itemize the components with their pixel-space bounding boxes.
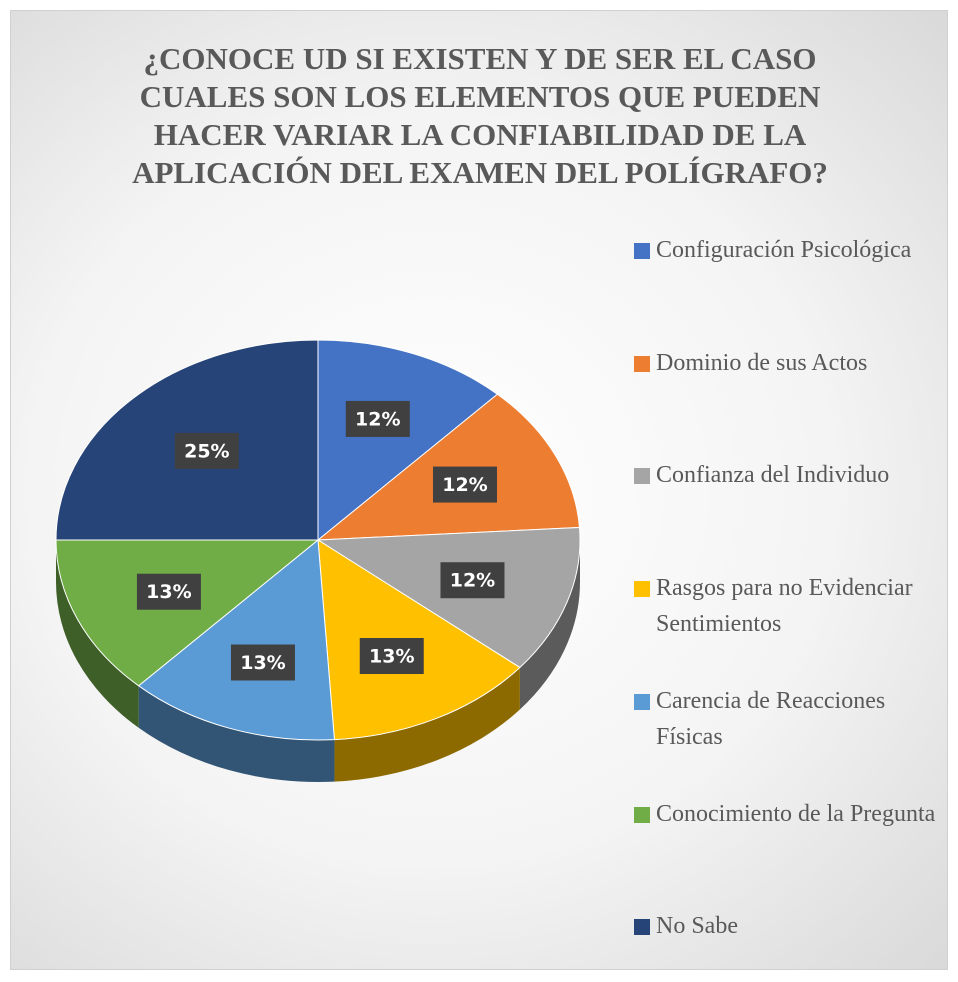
- data-label: 25%: [184, 440, 229, 462]
- slice: [55, 539, 320, 728]
- legend-swatch: [634, 806, 650, 823]
- legend-item: Conocimiento de la Pregunta: [634, 796, 954, 832]
- slice: [137, 539, 335, 783]
- data-label-box: [174, 432, 239, 469]
- legend-label: Conocimiento de la Pregunta: [656, 800, 936, 827]
- data-label: 12%: [442, 474, 487, 496]
- legend-label: Carencia de Reacciones Físicas: [656, 687, 886, 750]
- legend-swatch: [634, 919, 650, 936]
- data-label-box: [440, 562, 505, 599]
- data-label: 13%: [240, 652, 285, 674]
- legend-item: Confianza del Individuo: [634, 457, 954, 493]
- data-label-box: [136, 573, 201, 610]
- legend-swatch: [634, 693, 650, 710]
- slice-side: [56, 540, 139, 728]
- data-label: 12%: [450, 570, 495, 592]
- slice-side: [519, 540, 580, 710]
- slice-top: [317, 339, 499, 542]
- data-label-box: [345, 400, 410, 437]
- data-label-box: [359, 638, 424, 675]
- legend-swatch: [634, 468, 650, 485]
- legend-swatch: [634, 355, 650, 372]
- legend-swatch: [634, 243, 650, 259]
- slice-side: [334, 667, 520, 782]
- legend-label: No Sabe: [656, 913, 738, 940]
- legend-swatch: [634, 581, 650, 598]
- slice: [317, 339, 499, 542]
- data-label: 13%: [146, 581, 191, 603]
- data-label-box: [432, 466, 497, 503]
- legend-item: Dominio de sus Actos: [634, 345, 954, 381]
- legend-label: Configuración Psicológica: [656, 237, 912, 263]
- legend-item: Rasgos para no Evidenciar Sentimientos: [634, 570, 954, 642]
- legend-item: Configuración Psicológica: [634, 232, 954, 268]
- legend-item: Carencia de Reacciones Físicas: [634, 683, 954, 755]
- legend-label: Dominio de sus Actos: [656, 349, 868, 376]
- slice-top: [137, 539, 335, 741]
- data-label: 12%: [355, 408, 400, 430]
- legend-item: No Sabe: [634, 908, 954, 944]
- data-label: 13%: [369, 646, 414, 668]
- slice-side: [138, 685, 335, 783]
- legend-label: Confianza del Individuo: [656, 462, 890, 489]
- data-label-box: [230, 644, 295, 681]
- legend-label: Rasgos para no Evidenciar Sentimientos: [656, 575, 913, 638]
- slice-top: [55, 539, 320, 687]
- chart-title: ¿CONOCE UD SI EXISTEN Y DE SER EL CASO C…: [132, 41, 828, 190]
